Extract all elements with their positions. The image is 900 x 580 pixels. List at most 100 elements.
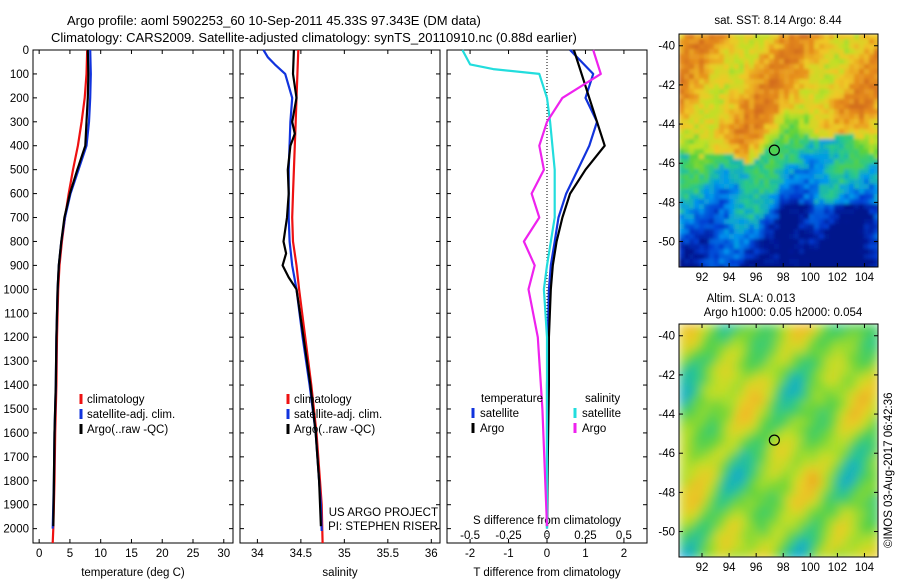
heatmap-cell — [819, 244, 825, 250]
heatmap-cell — [834, 74, 840, 80]
heatmap-cell — [754, 504, 760, 510]
heatmap-cell — [859, 99, 865, 105]
heatmap-cell — [829, 544, 835, 550]
heatmap-cell — [784, 189, 790, 195]
heatmap-cell — [869, 189, 875, 195]
heatmap-cell — [794, 499, 800, 505]
heatmap-cell — [754, 119, 760, 125]
heatmap-cell — [754, 49, 760, 55]
heatmap-cell — [824, 529, 830, 535]
heatmap-cell — [704, 399, 710, 405]
heatmap-cell — [759, 544, 765, 550]
heatmap-cell — [854, 339, 860, 345]
heatmap-cell — [809, 189, 815, 195]
heatmap-cell — [829, 369, 835, 375]
heatmap-cell — [779, 189, 785, 195]
heatmap-cell — [744, 229, 750, 235]
heatmap-cell — [854, 99, 860, 105]
heatmap-cell — [789, 509, 795, 515]
heatmap-cell — [749, 379, 755, 385]
heatmap-cell — [864, 549, 870, 555]
y-tick-label: 100 — [10, 69, 29, 81]
heatmap-cell — [759, 534, 765, 540]
heatmap-cell — [774, 384, 780, 390]
heatmap-cell — [709, 554, 715, 557]
heatmap-cell — [679, 519, 685, 525]
heatmap-cell — [704, 84, 710, 90]
heatmap-cell — [724, 349, 730, 355]
heatmap-cell — [699, 169, 705, 175]
heatmap-cell — [679, 444, 685, 450]
heatmap-cell — [789, 214, 795, 220]
heatmap-cell — [794, 219, 800, 225]
heatmap-cell — [794, 444, 800, 450]
heatmap-cell — [814, 209, 820, 215]
heatmap-cell — [744, 404, 750, 410]
heatmap-cell — [769, 474, 775, 480]
heatmap-cell — [759, 389, 765, 395]
heatmap-cell — [714, 129, 720, 135]
heatmap-cell — [784, 504, 790, 510]
heatmap-cell — [804, 384, 810, 390]
heatmap-cell — [809, 424, 815, 430]
heatmap-cell — [794, 389, 800, 395]
heatmap-cell — [874, 399, 878, 405]
heatmap-cell — [869, 234, 875, 240]
heatmap-cell — [694, 59, 700, 65]
heatmap-cell — [729, 109, 735, 115]
heatmap-cell — [829, 404, 835, 410]
heatmap-cell — [829, 234, 835, 240]
heatmap-cell — [769, 349, 775, 355]
heatmap-cell — [869, 39, 875, 45]
heatmap-cell — [814, 439, 820, 445]
heatmap-cell — [764, 59, 770, 65]
heatmap-cell — [799, 79, 805, 85]
heatmap-cell — [804, 484, 810, 490]
heatmap-cell — [809, 414, 815, 420]
heatmap-cell — [824, 329, 830, 335]
heatmap-cell — [844, 139, 850, 145]
heatmap-cell — [694, 219, 700, 225]
heatmap-cell — [834, 439, 840, 445]
heatmap-cell — [749, 229, 755, 235]
heatmap-cell — [724, 344, 730, 350]
heatmap-cell — [699, 99, 705, 105]
heatmap-cell — [824, 124, 830, 130]
heatmap-cell — [749, 74, 755, 80]
heatmap-cell — [744, 179, 750, 185]
heatmap-cell — [774, 94, 780, 100]
heatmap-cell — [694, 44, 700, 50]
heatmap-cell — [729, 379, 735, 385]
heatmap-cell — [679, 324, 685, 330]
heatmap-cell — [734, 389, 740, 395]
heatmap-cell — [694, 539, 700, 545]
heatmap-cell — [699, 519, 705, 525]
heatmap-cell — [764, 99, 770, 105]
heatmap-cell — [844, 449, 850, 455]
heatmap-cell — [749, 169, 755, 175]
heatmap-cell — [874, 464, 878, 470]
heatmap-cell — [864, 49, 870, 55]
heatmap-cell — [744, 469, 750, 475]
heatmap-cell — [734, 339, 740, 345]
heatmap-cell — [709, 49, 715, 55]
heatmap-cell — [739, 209, 745, 215]
heatmap-cell — [829, 409, 835, 415]
heatmap-cell — [704, 154, 710, 160]
heatmap-cell — [734, 429, 740, 435]
heatmap-cell — [864, 434, 870, 440]
heatmap-cell — [694, 364, 700, 370]
heatmap-cell — [694, 519, 700, 525]
heatmap-cell — [814, 459, 820, 465]
heatmap-cell — [719, 209, 725, 215]
heatmap-cell — [789, 144, 795, 150]
heatmap-cell — [839, 144, 845, 150]
heatmap-cell — [849, 539, 855, 545]
heatmap-cell — [714, 44, 720, 50]
heatmap-cell — [709, 229, 715, 235]
heatmap-cell — [839, 469, 845, 475]
sst-map-axes: 92 94 96 98 100 102 104-40-42-44-46-48-50 — [658, 33, 879, 284]
heatmap-cell — [684, 484, 690, 490]
heatmap-cell — [784, 439, 790, 445]
heatmap-cell — [804, 509, 810, 515]
